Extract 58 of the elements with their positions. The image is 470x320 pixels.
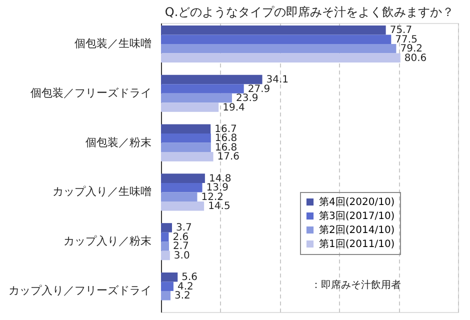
- legend-label: 第2回(2014/10): [319, 224, 395, 236]
- data-label: 79.2: [400, 44, 422, 55]
- bar: [161, 242, 170, 251]
- bar: [161, 282, 174, 292]
- data-label: 75.7: [390, 25, 412, 36]
- bar: [161, 124, 211, 134]
- data-label: 19.4: [222, 102, 245, 114]
- bar: [161, 84, 244, 94]
- data-label: 3.2: [174, 290, 190, 302]
- bar: [161, 74, 262, 84]
- legend-label: 第3回(2017/10): [319, 210, 395, 222]
- chart-title: Q.どのようなタイプの即席みそ汁をよく飲みますか？: [164, 5, 454, 19]
- bar: [161, 192, 198, 202]
- bar: [161, 44, 396, 54]
- bar: [161, 174, 205, 183]
- data-label: 14.8: [208, 173, 232, 184]
- legend-label: 第1回(2011/10): [319, 238, 395, 250]
- data-label: 27.9: [248, 84, 270, 95]
- data-label: 13.9: [206, 182, 229, 194]
- data-label: 3.7: [176, 222, 192, 234]
- data-label: 4.2: [177, 281, 194, 292]
- data-label: 12.2: [201, 192, 224, 203]
- y-tick-label: カップ入り／生味噌: [52, 185, 152, 198]
- y-tick-label: 個包装／フリーズドライ: [30, 86, 152, 100]
- data-label: 17.6: [217, 152, 240, 163]
- y-tick-label: 個包装／生味噌: [74, 36, 152, 50]
- data-label: 23.9: [236, 93, 258, 104]
- data-label: 2.6: [172, 232, 189, 243]
- data-label: 16.8: [214, 133, 238, 144]
- bar: [161, 182, 202, 192]
- y-tick-label: 個包装／粉末: [86, 136, 152, 149]
- data-label: 80.6: [404, 52, 427, 64]
- bar: [161, 291, 171, 300]
- bar: [161, 142, 211, 152]
- bar: [161, 53, 400, 63]
- bar: [161, 250, 170, 260]
- bar: [161, 223, 172, 232]
- y-tick-label: カップ入り／フリーズドライ: [8, 284, 152, 298]
- bar: [161, 232, 169, 242]
- data-label: 3.0: [174, 250, 190, 262]
- annotation: ：即席みそ汁飲用者: [311, 279, 401, 291]
- bar: [161, 272, 178, 282]
- data-label: 77.5: [395, 34, 418, 46]
- bar: [161, 152, 214, 162]
- legend-label: 第4回(2020/10): [319, 196, 395, 208]
- bar: [161, 34, 392, 44]
- bar: [161, 25, 386, 35]
- bar: [161, 93, 232, 103]
- data-label: 2.7: [173, 241, 189, 252]
- bar: [161, 201, 204, 211]
- bar: [161, 102, 219, 112]
- data-label: 16.8: [214, 142, 238, 154]
- bar: [161, 134, 211, 143]
- data-label: 14.5: [208, 201, 230, 212]
- data-label: 5.6: [182, 272, 198, 284]
- data-label: 34.1: [266, 74, 289, 86]
- y-tick-label: カップ入り／粉末: [64, 234, 152, 248]
- data-label: 16.7: [214, 124, 237, 135]
